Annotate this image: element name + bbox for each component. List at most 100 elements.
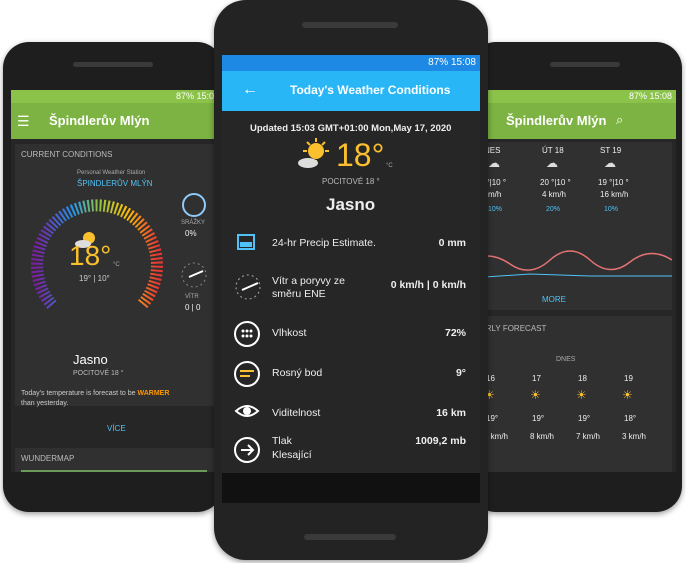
- station-name: ŠPINDLERŮV MLÝN: [77, 179, 153, 188]
- day-precip: 20%: [546, 206, 561, 213]
- hour-icon: ☀: [576, 388, 587, 402]
- row-value: 72%: [444, 327, 466, 339]
- status-bar: 87% 15:08: [11, 90, 223, 103]
- day-name: NES: [484, 146, 501, 155]
- wind-icon: [181, 262, 207, 288]
- map: [21, 470, 207, 472]
- condition: Jasno: [73, 352, 108, 367]
- day-icon: ☁: [604, 156, 616, 170]
- hour-icon: ☀: [484, 388, 495, 402]
- updated: Updated 15:03 GMT+01:00 Mon,May 17, 2020: [250, 123, 452, 134]
- map-card: WUNDERMAP: [15, 448, 219, 472]
- row-icon: [234, 273, 262, 306]
- precip-label: SRÁŽKY: [181, 220, 206, 226]
- row-icon: [234, 231, 258, 258]
- status-bar: 87% 15:08: [470, 90, 676, 103]
- speaker: [302, 22, 398, 28]
- section-title: CURRENT CONDITIONS: [21, 150, 113, 159]
- time: 15:08: [649, 91, 672, 101]
- hour-temp: 18°: [624, 414, 637, 423]
- feels-like: POCITOVÉ 18 °: [73, 370, 124, 377]
- row-label: Vítr a poryvy ze směru ENE: [272, 275, 345, 300]
- hour-temp: 19°: [578, 414, 591, 423]
- battery: 87%: [628, 91, 647, 101]
- app-bar: ☰ Špindlerův Mlýn: [11, 103, 223, 139]
- hourly-day: DNES: [556, 356, 576, 363]
- weather-icon: [298, 138, 329, 168]
- hour-wind: 3 km/h: [622, 432, 647, 441]
- precip-value: 0%: [185, 229, 197, 238]
- menu-button[interactable]: ☰: [17, 113, 30, 129]
- header: ← Today's Weather Conditions: [222, 71, 480, 111]
- temperature: 18°: [336, 137, 385, 173]
- search-button[interactable]: ⌕: [616, 112, 624, 127]
- current-card: CURRENT CONDITIONS Personal Weather Stat…: [15, 144, 219, 407]
- row-value: 0 km/h | 0 km/h: [390, 279, 466, 291]
- hour: 19: [624, 374, 633, 383]
- note-text: Today's temperature is forecast to be: [21, 390, 136, 397]
- high-low: 19° | 10°: [79, 274, 110, 283]
- back-button[interactable]: ←: [242, 81, 258, 98]
- hour-wind: 7 km/h: [576, 432, 601, 441]
- more-button[interactable]: VÍCE: [107, 424, 126, 433]
- day-precip: 10%: [604, 206, 619, 213]
- speaker: [73, 62, 153, 67]
- hour-wind: 8 km/h: [484, 432, 509, 441]
- app-title: Špindlerův Mlýn: [506, 113, 607, 128]
- day-icon: ☁: [546, 156, 558, 170]
- day-temps: 20 °|10 °: [540, 178, 571, 187]
- row-value: 16 km: [436, 407, 466, 419]
- day-wind: 4 km/h: [542, 190, 567, 199]
- hour-icon: ☀: [530, 388, 541, 402]
- feels-like: POCITOVÉ 18 °: [322, 177, 380, 186]
- row-label: Tlak: [272, 435, 292, 447]
- temperature: 18°: [69, 240, 112, 271]
- battery: 87%: [428, 57, 449, 68]
- day-wind: 16 km/h: [600, 190, 629, 199]
- day-icon: ☁: [488, 156, 500, 170]
- left-phone: 87% 15:08 ☰ Špindlerův Mlýn CURRENT COND…: [3, 42, 223, 512]
- row-label: Viditelnost: [272, 407, 321, 419]
- hour-wind: 8 km/h: [530, 432, 555, 441]
- speaker: [550, 62, 620, 67]
- app-title: Špindlerův Mlýn: [49, 113, 150, 128]
- row-label: Rosný bod: [272, 367, 323, 379]
- hourly-card: URLY FORECAST DNES 16 ☀ 19° 8 km/h 17 ☀ 19° 8 k…: [470, 316, 672, 472]
- time: 15:08: [196, 91, 219, 101]
- daily-card: NES ☁ 9°|10 ° km/h 10% ÚT 18 ☁ 20 °|10 ° 4 km/h 2…: [470, 142, 672, 310]
- wind-label: VÍTR: [185, 294, 199, 300]
- day-precip: 10%: [488, 206, 503, 213]
- note-text: than yesterday.: [21, 400, 69, 407]
- left-screen: 87% 15:08 ☰ Špindlerův Mlýn CURRENT COND…: [11, 90, 223, 472]
- hour-temp: 19°: [532, 414, 545, 423]
- hour: 18: [578, 374, 587, 383]
- speaker: [304, 534, 396, 540]
- app-bar: Špindlerův Mlýn ⌕: [470, 103, 676, 139]
- row-label: Vlhkost: [272, 327, 307, 339]
- unit: °C: [113, 262, 120, 268]
- more-button[interactable]: MORE: [542, 295, 566, 304]
- right-screen: 87% 15:08 Špindlerův Mlýn ⌕ NES ☁ 9°|10 ° k…: [470, 90, 676, 472]
- trend-chart: [470, 250, 672, 279]
- battery: 87%: [175, 91, 194, 101]
- precip-icon: [182, 193, 206, 217]
- center-phone: 87% 15:08 ← Today's Weather Conditions U…: [214, 0, 488, 560]
- time: 15:08: [450, 57, 476, 68]
- wind-value: 0 | 0: [185, 303, 201, 312]
- row-icon: [234, 361, 260, 392]
- row-icon: [234, 401, 260, 426]
- hour: 16: [486, 374, 495, 383]
- header-title: Today's Weather Conditions: [290, 83, 451, 97]
- temp-gauge: [31, 199, 163, 309]
- hourly-title: URLY FORECAST: [480, 324, 547, 333]
- right-phone: 87% 15:08 Špindlerův Mlýn ⌕ NES ☁ 9°|10 ° k…: [470, 42, 682, 512]
- condition: Jasno: [326, 195, 376, 214]
- row-value: 1009,2 mb: [415, 435, 466, 447]
- note-highlight: WARMER: [137, 390, 170, 397]
- condition-rows: 24-hr Precip Estimate. 0 mm Vítr a poryvy …: [222, 55, 480, 473]
- day-temps: 9°|10 °: [482, 178, 507, 187]
- row-value: 9°: [455, 367, 466, 379]
- station-type: Personal Weather Station: [77, 170, 146, 176]
- hour-temp: 19°: [486, 414, 499, 423]
